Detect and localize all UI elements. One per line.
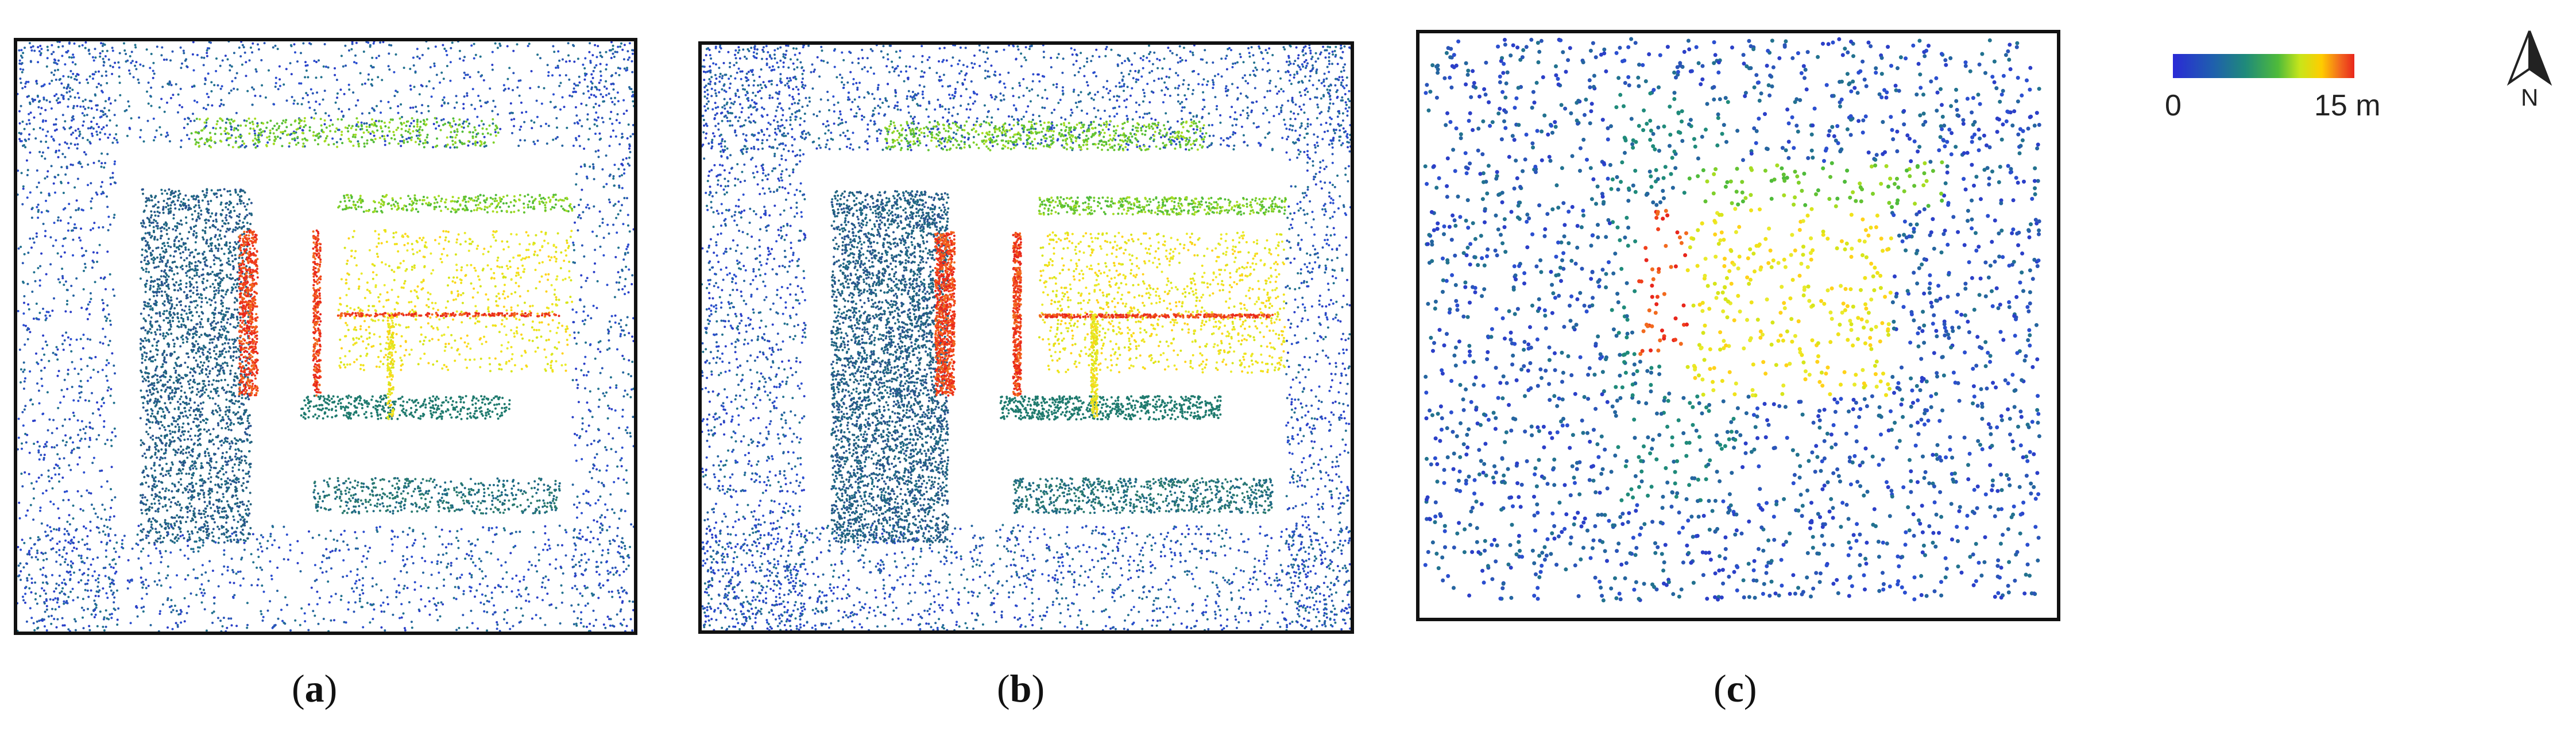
point-cloud-c-plot [1423,37,2041,603]
caption-c: (c) [1714,666,1757,711]
north-arrow-label: N [2521,84,2538,111]
point-cloud-a-plot [17,41,634,632]
colorbar-min-label: 0 [2165,88,2182,123]
caption-b-letter: b [1010,667,1032,710]
colorbar-max-label: 15 m [2314,88,2381,123]
north-arrow-icon [2507,30,2552,86]
caption-a: (a) [292,666,337,711]
point-cloud-panel-c [1416,30,2060,621]
point-cloud-b-plot [702,45,1351,630]
point-cloud-panel-a [14,38,637,635]
caption-a-letter: a [305,667,324,710]
caption-c-letter: c [1727,667,1744,710]
point-cloud-panel-b [698,41,1354,634]
caption-b: (b) [997,666,1045,711]
elevation-colorbar [2173,54,2354,78]
